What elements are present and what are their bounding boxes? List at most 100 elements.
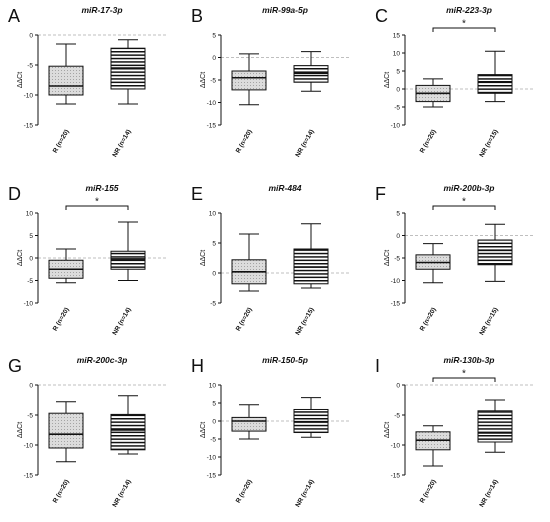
box-iqr xyxy=(48,412,84,449)
x-category-label: R (n=20) xyxy=(52,307,71,333)
x-category-label: R (n=20) xyxy=(419,307,438,333)
box-r xyxy=(415,243,451,284)
box-r xyxy=(48,401,84,463)
y-tick-label: -15 xyxy=(24,122,34,129)
panel-letter: F xyxy=(375,184,386,204)
box-nr xyxy=(110,39,146,105)
box-nr xyxy=(293,397,329,438)
x-category-label: NR (n=14) xyxy=(111,307,132,337)
panel-letter: G xyxy=(8,356,22,376)
y-tick-label: -5 xyxy=(394,255,400,262)
y-tick-label: 5 xyxy=(29,233,33,240)
y-tick-label: -5 xyxy=(27,278,33,285)
y-tick-label: 0 xyxy=(396,233,400,240)
y-tick-label: 15 xyxy=(393,32,401,39)
box-iqr xyxy=(477,74,513,94)
x-category-label: R (n=20) xyxy=(419,129,438,155)
y-tick-label: -5 xyxy=(27,412,33,419)
significance-bracket xyxy=(65,205,129,210)
box-iqr xyxy=(477,239,513,266)
y-tick-label: -15 xyxy=(207,122,217,129)
box-nr xyxy=(477,399,513,453)
y-tick-label: -5 xyxy=(394,104,400,111)
x-category-label: NR (n=15) xyxy=(294,307,315,337)
box-iqr xyxy=(110,413,146,451)
panel-title: miR-223-3p xyxy=(446,5,492,15)
y-tick-label: -15 xyxy=(391,472,401,479)
panel-title: miR-130b-3p xyxy=(443,355,494,365)
y-tick-label: -10 xyxy=(391,122,401,129)
box-nr xyxy=(110,221,146,281)
panel-letter: C xyxy=(375,6,388,26)
box-nr xyxy=(477,223,513,282)
panel-title: miR-155 xyxy=(85,183,118,193)
y-tick-label: 5 xyxy=(396,68,400,75)
y-tick-label: -5 xyxy=(210,300,216,307)
significance-bracket xyxy=(432,27,496,32)
y-tick-label: 10 xyxy=(26,210,34,217)
box-r xyxy=(231,53,267,106)
panel-title: miR-484 xyxy=(268,183,301,193)
y-tick-label: 0 xyxy=(212,418,216,425)
x-category-label: R (n=20) xyxy=(235,307,254,333)
y-tick-label: 0 xyxy=(29,32,33,39)
y-axis-label: ΔΔCt xyxy=(17,422,24,438)
box-iqr xyxy=(231,70,267,91)
y-axis-label: ΔΔCt xyxy=(384,72,391,88)
box-iqr xyxy=(231,416,267,432)
significance-bracket xyxy=(432,205,496,210)
panel-title: miR-200c-3p xyxy=(77,355,128,365)
y-tick-label: 0 xyxy=(396,86,400,93)
x-category-label: NR (n=14) xyxy=(478,479,499,509)
y-axis-label: ΔΔCt xyxy=(200,72,207,88)
significance-star: * xyxy=(462,19,466,30)
y-tick-label: -10 xyxy=(391,442,401,449)
box-iqr xyxy=(477,410,513,443)
y-tick-label: -15 xyxy=(391,300,401,307)
y-tick-label: 0 xyxy=(29,255,33,262)
y-tick-label: -15 xyxy=(207,472,217,479)
y-axis-label: ΔΔCt xyxy=(384,422,391,438)
x-category-label: R (n=20) xyxy=(235,129,254,155)
x-category-label: R (n=20) xyxy=(52,479,71,505)
y-tick-label: -10 xyxy=(24,442,34,449)
y-tick-label: 0 xyxy=(212,55,216,62)
box-nr xyxy=(110,395,146,455)
panel-letter: A xyxy=(8,6,20,26)
y-tick-label: -15 xyxy=(24,472,34,479)
panel-title: miR-200b-3p xyxy=(443,183,494,193)
y-tick-label: -10 xyxy=(207,100,217,107)
panel-letter: E xyxy=(191,184,203,204)
x-category-label: NR (n=15) xyxy=(478,307,499,337)
y-tick-label: -5 xyxy=(210,436,216,443)
significance-star: * xyxy=(462,197,466,208)
y-tick-label: -10 xyxy=(391,278,401,285)
box-nr xyxy=(293,51,329,92)
y-axis-label: ΔΔCt xyxy=(17,72,24,88)
box-r xyxy=(231,404,267,440)
x-category-label: NR (n=14) xyxy=(111,129,132,159)
box-r xyxy=(415,78,451,108)
y-tick-label: 5 xyxy=(212,400,216,407)
x-category-label: R (n=20) xyxy=(235,479,254,505)
x-category-label: NR (n=14) xyxy=(294,479,315,509)
y-tick-label: 5 xyxy=(212,240,216,247)
y-axis-label: ΔΔCt xyxy=(17,250,24,266)
y-tick-label: 5 xyxy=(396,210,400,217)
panel-title: miR-150-5p xyxy=(262,355,308,365)
box-r xyxy=(231,233,267,292)
y-tick-label: -10 xyxy=(24,92,34,99)
panel-letter: B xyxy=(191,6,203,26)
y-axis-label: ΔΔCt xyxy=(384,250,391,266)
y-tick-label: 10 xyxy=(393,50,401,57)
panel-title: miR-17-3p xyxy=(81,5,122,15)
y-tick-label: 0 xyxy=(29,382,33,389)
